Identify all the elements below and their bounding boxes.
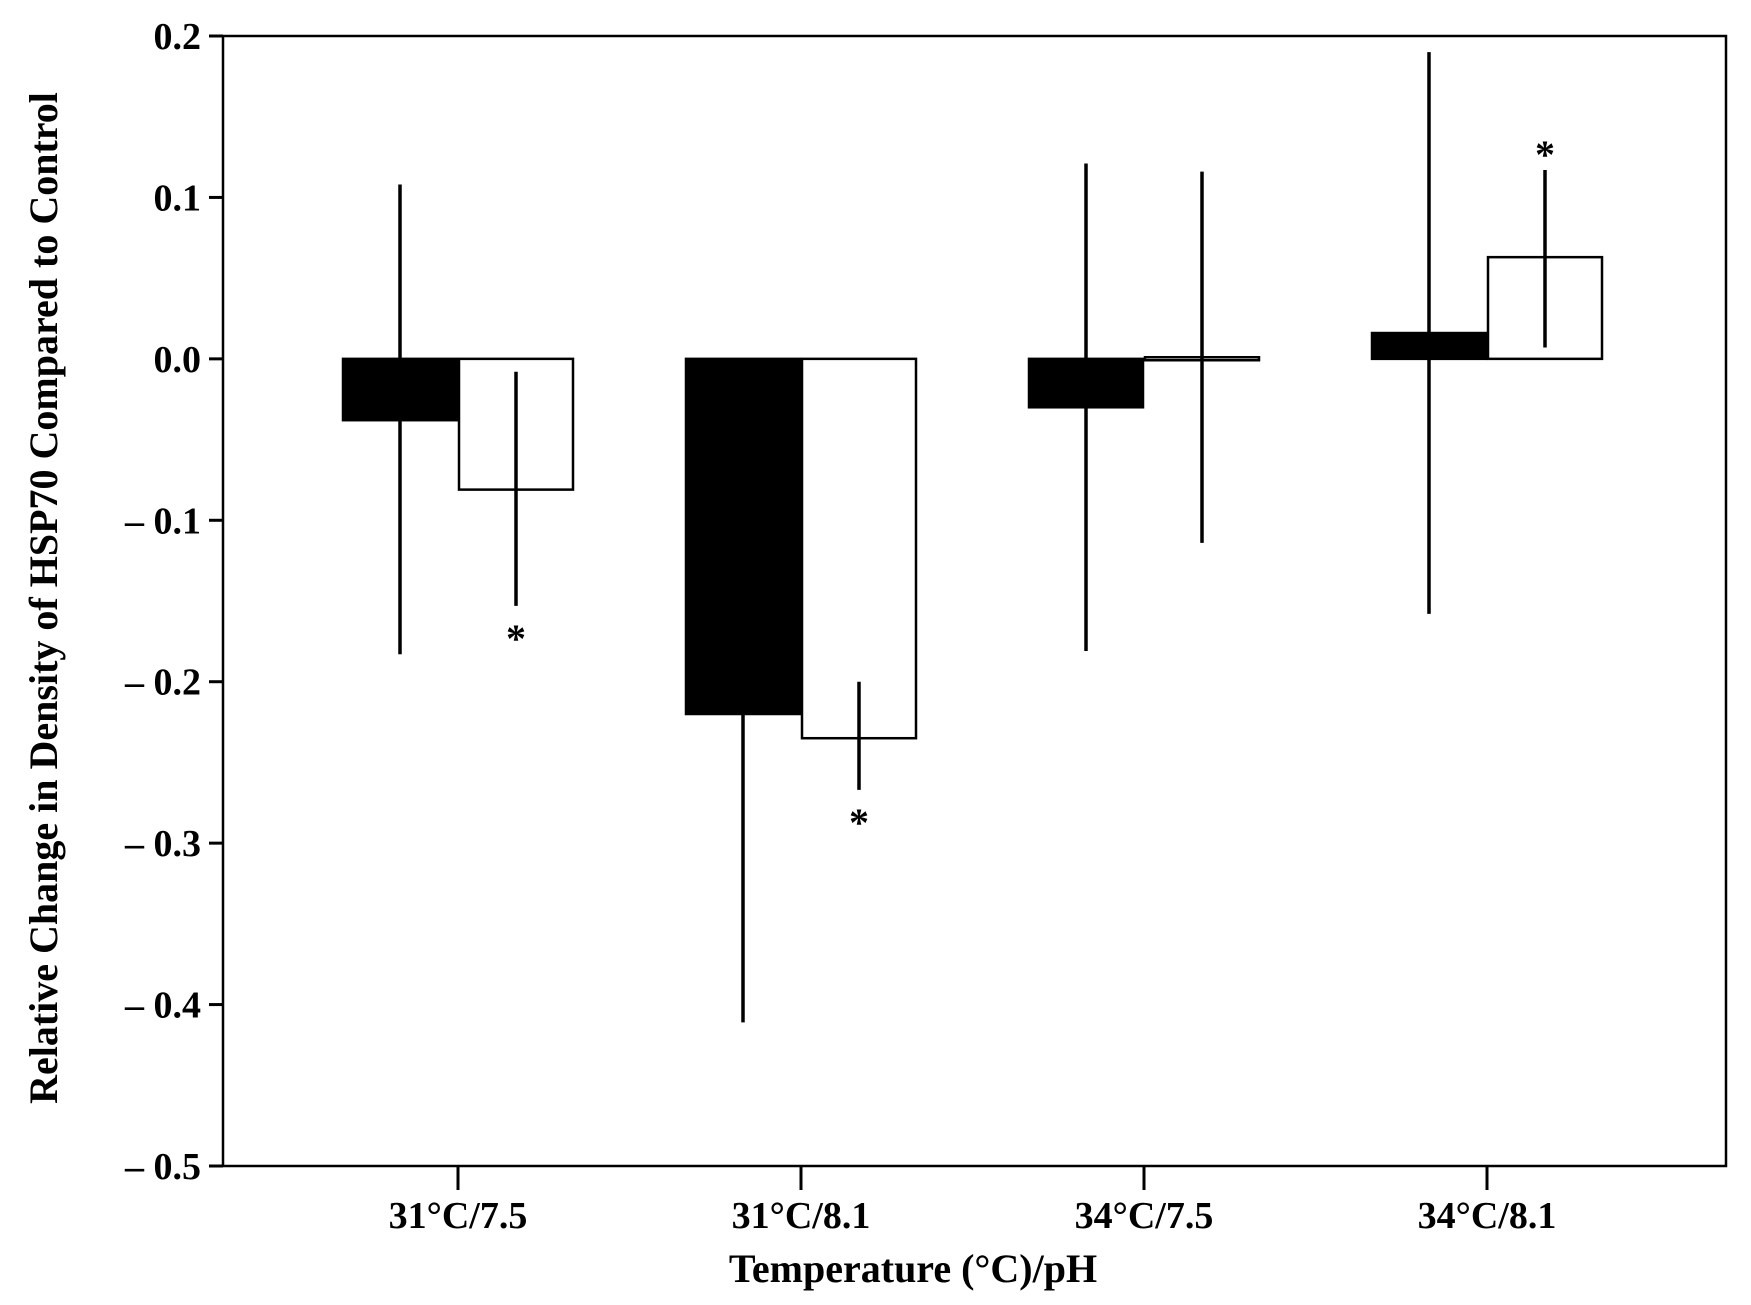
y-tick-label: – 0.1 <box>124 500 201 542</box>
y-tick-label: – 0.5 <box>124 1146 201 1188</box>
bar <box>684 357 802 716</box>
y-tick-label: – 0.2 <box>124 662 201 704</box>
significance-marker: * <box>1535 132 1555 177</box>
y-tick-label: 0.2 <box>154 16 202 58</box>
significance-marker: * <box>506 616 526 661</box>
y-tick-label: – 0.4 <box>124 985 201 1027</box>
y-tick-label: 0.0 <box>154 339 202 381</box>
x-tick-label: 34°C/7.5 <box>1075 1195 1214 1237</box>
x-tick-label: 31°C/8.1 <box>732 1195 871 1237</box>
y-tick-label: – 0.3 <box>124 823 201 865</box>
x-tick-label: 34°C/8.1 <box>1418 1195 1557 1237</box>
y-axis-title: Relative Change in Density of HSP70 Comp… <box>21 92 66 1104</box>
plot-area: * * * <box>341 52 1604 1023</box>
plot-frame <box>221 34 1728 1168</box>
x-axis-title: Temperature (°C)/pH <box>729 1246 1097 1291</box>
axes: 0.2 0.1 0.0 – 0.1 – 0.2 – 0.3 – 0.4 – 0.5 31°C/7… <box>124 16 1728 1237</box>
x-tick-label: 31°C/7.5 <box>389 1195 528 1237</box>
significance-marker: * <box>849 800 869 845</box>
y-tick-label: 0.1 <box>154 177 202 219</box>
bar <box>800 357 918 740</box>
